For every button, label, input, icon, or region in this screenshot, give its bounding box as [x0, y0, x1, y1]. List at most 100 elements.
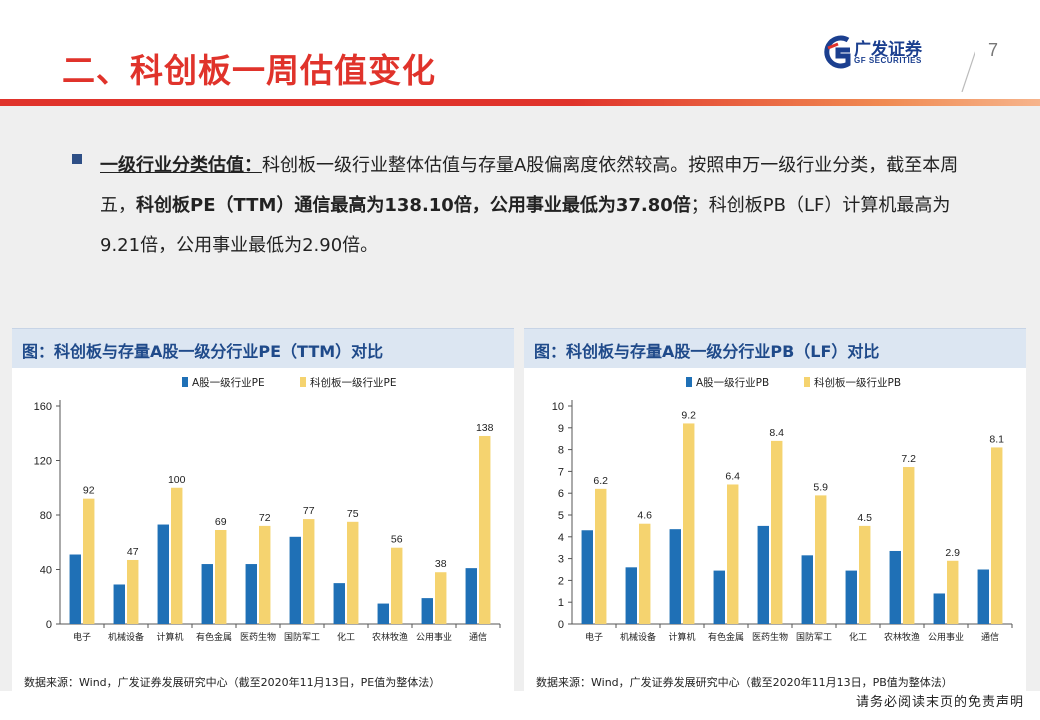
pe-chart-source: 数据来源：Wind，广发证券发展研究中心（截至2020年11月13日，PE值为整… [24, 676, 441, 689]
pe-legend-swatch-1 [300, 377, 306, 387]
pb-legend-swatch-0 [686, 377, 692, 387]
pe-bar-ashare [333, 583, 345, 624]
pb-data-label: 8.1 [989, 433, 1004, 445]
pb-x-tick-label: 电子 [585, 631, 603, 643]
pb-bar-star [595, 488, 607, 624]
pe-bar-ashare [69, 554, 81, 624]
pb-data-label: 6.2 [593, 475, 608, 487]
pb-bar-star [991, 447, 1003, 624]
pe-legend-label-0: A股一级行业PE [192, 376, 265, 389]
pb-x-tick-label: 国防军工 [796, 631, 832, 643]
header-color-bar [0, 99, 1040, 106]
pe-x-tick-label: 化工 [337, 631, 355, 643]
pb-y-tick-label: 1 [558, 597, 564, 609]
pb-y-tick-label: 4 [558, 532, 564, 544]
pe-x-tick-label: 通信 [469, 631, 487, 643]
pe-data-label: 77 [303, 505, 315, 517]
pb-x-tick-label: 农林牧渔 [884, 631, 920, 643]
bullet-text: 一级行业分类估值：科创板一级行业整体估值与存量A股偏离度依然较高。按照申万一级行… [100, 146, 960, 266]
bullet-marker [72, 154, 82, 164]
pe-chart-panel: 图：科创板与存量A股一级分行业PE（TTM）对比 A股一级行业PE 科创板一级行业… [12, 328, 514, 696]
pb-bar-ashare [801, 555, 813, 624]
pb-data-label: 2.9 [945, 547, 960, 559]
pb-legend-label-1: 科创板一级行业PB [814, 376, 901, 389]
divider-slash [961, 51, 975, 92]
pe-data-label: 138 [476, 422, 494, 434]
pb-bar-star [815, 495, 827, 624]
pb-chart-title: 图：科创板与存量A股一级分行业PB（LF）对比 [534, 342, 880, 361]
pe-y-tick-label: 0 [46, 619, 52, 631]
pe-bar-star [215, 529, 227, 624]
pe-data-label: 38 [435, 558, 447, 570]
pe-bar-ashare [465, 568, 477, 624]
pe-bar-ashare [157, 524, 169, 624]
pb-bar-star [639, 523, 651, 624]
pe-bar-star [479, 435, 491, 624]
pe-y-tick-label: 80 [40, 510, 52, 522]
pb-data-label: 5.9 [813, 481, 828, 493]
pe-bar-ashare [377, 603, 389, 624]
pb-y-tick-label: 9 [558, 423, 564, 435]
bullet-heading: 一级行业分类估值： [100, 155, 262, 176]
pe-x-tick-label: 国防军工 [284, 631, 320, 643]
pb-y-tick-label: 2 [558, 575, 564, 587]
logo-english-text: GF SECURITIES [854, 56, 922, 65]
pe-bar-ashare [289, 536, 301, 624]
pe-bar-star [83, 498, 95, 624]
pe-bar-star [127, 559, 139, 624]
pe-x-tick-label: 电子 [73, 631, 91, 643]
pe-data-label: 56 [391, 534, 403, 546]
pe-bar-star [171, 487, 183, 624]
pe-data-label: 92 [83, 485, 95, 497]
pe-bar-star [435, 572, 447, 624]
pb-data-label: 8.4 [769, 427, 784, 439]
pe-bar-star [259, 525, 271, 624]
pe-chart-title-bar: 图：科创板与存量A股一级分行业PE（TTM）对比 [12, 328, 514, 368]
pb-y-tick-label: 7 [558, 466, 564, 478]
page-number: 7 [988, 40, 999, 60]
pb-y-tick-label: 3 [558, 554, 564, 566]
pe-bar-ashare [113, 584, 125, 624]
pe-bar-star [391, 547, 403, 624]
pe-legend-swatch-0 [182, 377, 188, 387]
bullet-body-1: 科创板一级行业整体估值与存量A股偏离度依然较高。按照申万一级行业分类，截至本周五… [100, 155, 959, 216]
pe-bar-chart: A股一级行业PE 科创板一级行业PE 0 40 80 120 160 电子 机械设备 计算机 有色金… [34, 376, 501, 643]
pb-y-tick-label: 0 [558, 619, 564, 631]
pe-y-tick-label: 120 [34, 456, 52, 468]
pb-bar-ashare [845, 570, 857, 624]
gf-logo-icon [824, 35, 851, 69]
pb-data-label: 4.6 [637, 510, 652, 522]
pb-y-tick-label: 5 [558, 510, 564, 522]
pb-legend-label-0: A股一级行业PB [696, 376, 769, 389]
pe-data-label: 75 [347, 508, 359, 520]
pe-bar-star [347, 521, 359, 624]
pb-bar-star [683, 423, 695, 624]
pe-data-label: 69 [215, 516, 227, 528]
pb-data-label: 9.2 [681, 409, 696, 421]
pb-x-tick-label: 计算机 [668, 631, 695, 643]
pe-y-tick-label: 160 [34, 401, 52, 413]
pb-bar-star [771, 440, 783, 624]
pb-data-label: 4.5 [857, 512, 872, 524]
pb-bar-star [727, 484, 739, 624]
pb-x-tick-label: 机械设备 [620, 631, 656, 643]
pe-legend-label-1: 科创板一级行业PE [310, 376, 396, 389]
pb-bar-ashare [889, 550, 901, 624]
logo-chinese-text: 广发证券 [854, 40, 922, 60]
pb-x-tick-label: 通信 [981, 631, 999, 643]
pb-y-tick-label: 6 [558, 488, 564, 500]
pb-y-tick-label: 10 [552, 401, 564, 413]
pe-data-label: 72 [259, 512, 271, 524]
pb-data-label: 6.4 [725, 470, 740, 482]
bullet-body-bold: 科创板PE（TTM）通信最高为138.10倍，公用事业最低为37.80倍 [136, 195, 691, 216]
pb-y-tick-label: 8 [558, 445, 564, 457]
pb-bar-ashare [977, 569, 989, 624]
pb-bar-star [859, 525, 871, 624]
pe-data-label: 47 [127, 546, 139, 558]
pb-bar-ashare [625, 567, 637, 624]
pb-x-tick-label: 公用事业 [928, 631, 964, 643]
pb-legend: A股一级行业PB 科创板一级行业PB [686, 376, 901, 389]
pb-bar-chart: A股一级行业PB 科创板一级行业PB 0 1 2 3 4 5 6 7 8 9 10 电子 机械设备 计算机 有色… [552, 376, 1013, 643]
pe-x-tick-label: 机械设备 [108, 631, 144, 643]
pb-x-tick-label: 有色金属 [708, 631, 744, 643]
